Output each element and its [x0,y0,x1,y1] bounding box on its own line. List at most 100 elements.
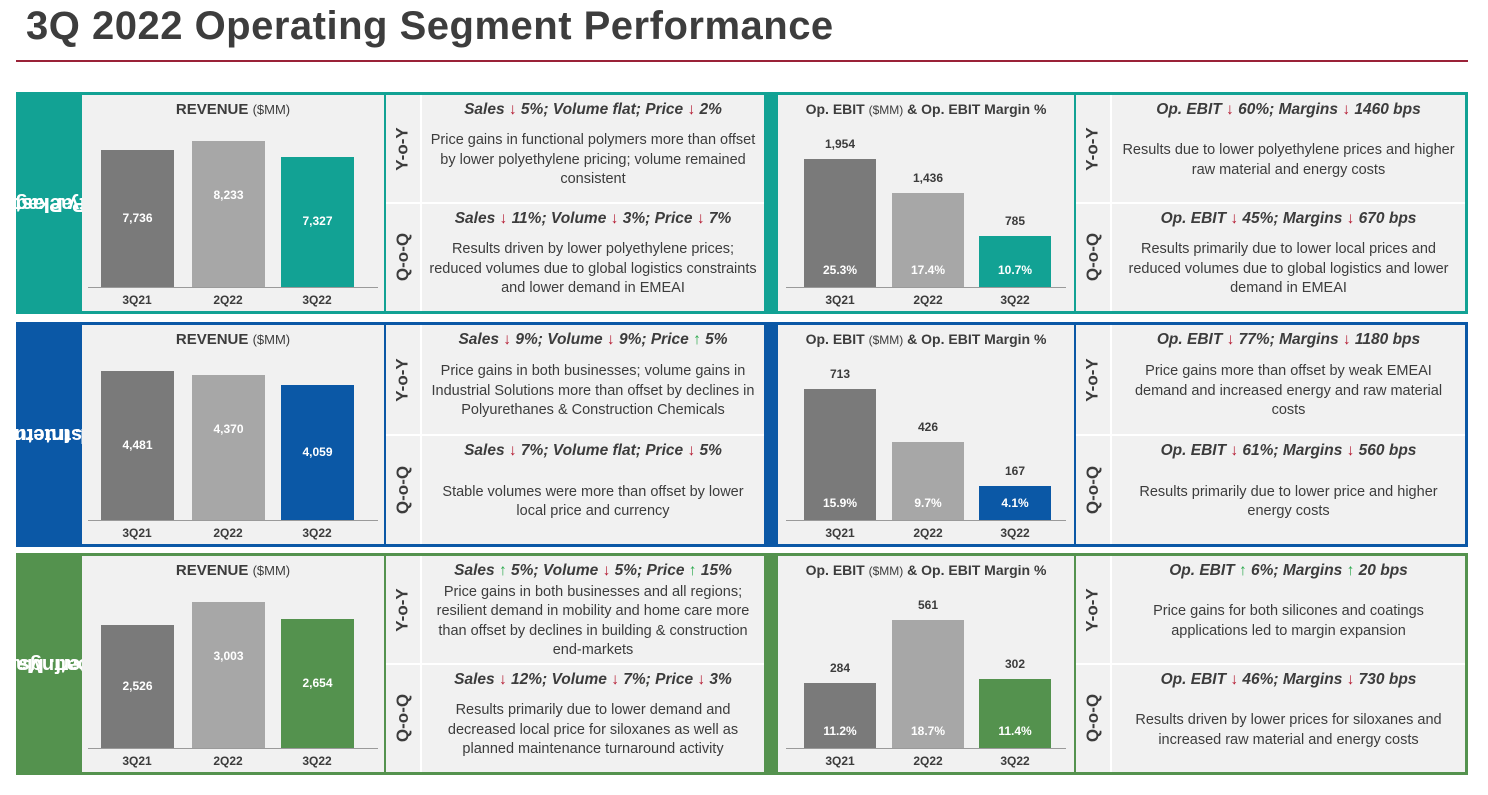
ebit-commentary: Y-o-Y Q-o-Q Op. EBIT ↓ 60%; Margins ↓ 1460… [1076,95,1465,311]
down-arrow-icon: ↓ [611,671,619,688]
ebit-unit: ($MM) [868,333,904,347]
sales-qoq-text: Results driven by lower polyethylene pri… [429,241,757,297]
headline-text: 11%; Volume [507,210,611,227]
category-label: 3Q22 [302,754,332,768]
segment-name: Packaging &Specialty Plastics [0,92,156,314]
headline-text: 5%; Volume [506,562,603,579]
revenue-axis [88,287,378,288]
up-arrow-icon: ↑ [1238,562,1247,579]
ebit-commentary: Y-o-Y Q-o-Q Op. EBIT ↓ 77%; Margins ↓ 1180… [1076,325,1465,544]
ebit-bar: 4.1% [979,486,1051,520]
down-arrow-icon: ↓ [1230,210,1239,227]
ebit-bar: 11.2% [804,683,876,748]
qoq-label: Q-o-Q [1076,435,1110,544]
headline-text: 5%; Price [610,562,689,579]
headline-text: 2% [695,101,722,118]
category-label: 2Q22 [913,754,943,768]
sales-yoy-headline: Sales ↓ 9%; Volume ↓ 9%; Price ↑ 5% [422,331,764,349]
revenue-bar: 2,654 [281,619,354,748]
headline-text: 46%; Margins [1238,671,1347,688]
ebit-yoy-box: Op. EBIT ↓ 60%; Margins ↓ 1460 bps Result… [1112,95,1465,202]
category-label: 2Q22 [213,526,243,540]
category-label: 3Q22 [302,526,332,540]
margin-label: 9.7% [914,496,942,510]
down-arrow-icon: ↓ [1230,442,1239,459]
qoq-text: Q-o-Q [1083,465,1102,514]
ebit-bar: 18.7% [892,620,964,748]
ebit-axis [786,287,1066,288]
revenue-bar: 4,370 [192,375,265,520]
ebit-qoq-headline: Op. EBIT ↓ 45%; Margins ↓ 670 bps [1112,210,1465,228]
margin-label: 15.9% [822,496,858,510]
headline-text: 20 bps [1354,562,1408,579]
down-arrow-icon: ↓ [687,101,696,118]
down-arrow-icon: ↓ [697,671,706,688]
ebit-value-label: 167 [1004,464,1026,478]
yoy-label: Y-o-Y [386,95,420,203]
category-label: 3Q22 [1000,293,1030,307]
revenue-bar-label: 4,370 [213,421,244,436]
headline-text: Op. EBIT [1156,331,1227,348]
ebit-yoy-text: Results due to lower polyethylene prices… [1122,142,1455,178]
revenue-bar: 8,233 [192,141,265,287]
sales-yoy-box: Sales ↓ 5%; Volume flat; Price ↓ 2% Price… [422,95,764,202]
headline-text: Sales [454,210,500,227]
ebit-value-label: 1,436 [912,171,944,185]
yoy-label: Y-o-Y [386,556,420,664]
ebit-yoy-box: Op. EBIT ↑ 6%; Margins ↑ 20 bps Price gai… [1112,556,1465,663]
ebit-bar: 10.7% [979,236,1051,287]
margin-label: 17.4% [910,263,946,277]
yoy-text: Y-o-Y [1083,127,1103,171]
ebit-chart: Op. EBIT ($MM) & Op. EBIT Margin % 15.9% 7… [778,325,1074,544]
ebit-yoy-headline: Op. EBIT ↓ 77%; Margins ↓ 1180 bps [1112,331,1465,349]
ebit-yoy-text: Price gains more than offset by weak EME… [1134,363,1443,419]
ebit-bar: 25.3% [804,159,876,287]
headline-text: 560 bps [1354,442,1417,459]
headline-text: 5%; Volume flat; Price [516,101,688,118]
up-arrow-icon: ↑ [693,331,701,348]
down-arrow-icon: ↓ [687,442,696,459]
ebit-bar: 15.9% [804,389,876,520]
ebit-title-margin: & Op. EBIT Margin % [907,101,1047,117]
headline-text: Op. EBIT [1156,101,1227,118]
down-arrow-icon: ↓ [1226,101,1234,118]
sales-commentary: Y-o-Y Q-o-Q Sales ↓ 5%; Volume flat; Price… [386,95,764,311]
down-arrow-icon: ↓ [1342,101,1351,118]
ebit-value-label: 713 [829,367,851,381]
yoy-text: Y-o-Y [393,127,413,171]
down-arrow-icon: ↓ [1226,331,1235,348]
ebit-value-label: 785 [1004,214,1026,228]
sales-yoy-headline: Sales ↑ 5%; Volume ↓ 5%; Price ↑ 15% [422,562,764,580]
segment-panel: Ind. Intermediates& InfrastructureREVENU… [0,322,1468,547]
headline-text: 9%; Volume [511,331,607,348]
qoq-label: Q-o-Q [1076,203,1110,311]
ebit-qoq-box: Op. EBIT ↓ 61%; Margins ↓ 560 bps Results… [1112,436,1465,544]
margin-label: 11.2% [823,724,857,738]
revenue-bar-label: 7,327 [302,214,333,228]
revenue-chart: REVENUE ($MM) 2,526 3Q21 3,003 2Q22 2,654 3Q22 [82,556,384,772]
revenue-bar-label: 2,654 [302,675,333,690]
headline-text: Op. EBIT [1169,562,1239,579]
ebit-qoq-text: Results primarily due to lower local pri… [1128,241,1449,297]
revenue-label: REVENUE [175,562,249,579]
divider [386,202,764,204]
headline-text: 45%; Margins [1238,210,1347,227]
ebit-title-margin: & Op. EBIT Margin % [907,562,1047,578]
up-arrow-icon: ↑ [498,562,507,579]
headline-text: 670 bps [1354,210,1417,227]
down-arrow-icon: ↓ [498,671,507,688]
sales-qoq-box: Sales ↓ 7%; Volume flat; Price ↓ 5% Stabl… [422,436,764,544]
divider [1076,434,1465,436]
ebit-qoq-text: Results driven by lower prices for silox… [1135,712,1442,748]
yoy-label: Y-o-Y [386,325,420,435]
qoq-label: Q-o-Q [1076,664,1110,772]
sales-qoq-text: Results primarily due to lower demand an… [447,702,739,758]
up-arrow-icon: ↑ [688,562,697,579]
sales-yoy-headline: Sales ↓ 5%; Volume flat; Price ↓ 2% [422,101,764,119]
ebit-bar: 11.4% [979,679,1051,748]
ebit-title-text: Op. EBIT [805,562,865,578]
qoq-label: Q-o-Q [386,435,420,544]
headline-text: 15% [696,562,732,579]
sales-yoy-box: Sales ↓ 9%; Volume ↓ 9%; Price ↑ 5% Price… [422,325,764,434]
category-label: 3Q21 [122,526,152,540]
